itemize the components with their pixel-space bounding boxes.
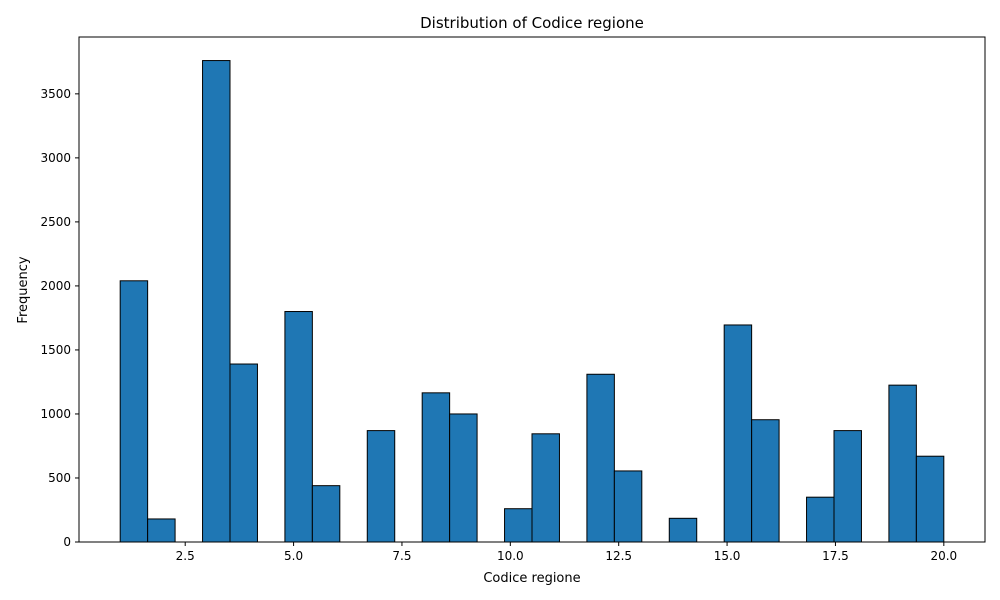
x-tick-label: 10.0 (497, 549, 524, 563)
histogram-bar (613, 470, 643, 543)
histogram-bar (202, 60, 231, 543)
histogram-bar (229, 363, 258, 543)
histogram-bar (531, 433, 560, 543)
y-tick-label: 2000 (40, 279, 71, 293)
x-tick-label: 20.0 (930, 549, 957, 563)
bars-group (119, 60, 945, 543)
histogram-bar (366, 430, 396, 543)
histogram-bar (586, 373, 615, 543)
histogram-bar (751, 419, 780, 543)
y-tick-label: 3500 (40, 87, 71, 101)
y-tick-label: 500 (48, 471, 71, 485)
y-tick-label: 1000 (40, 407, 71, 421)
y-tick-label: 1500 (40, 343, 71, 357)
x-tick-label: 15.0 (714, 549, 741, 563)
y-axis-label: Frequency (16, 256, 31, 323)
histogram-bar (284, 311, 313, 543)
x-tick-label: 7.5 (392, 549, 411, 563)
histogram-bar (888, 384, 917, 543)
histogram-bar (119, 280, 149, 543)
histogram-bar (806, 496, 835, 543)
histogram-bar (449, 413, 478, 543)
x-tick-label: 2.5 (176, 549, 195, 563)
y-tick-label: 2500 (40, 215, 71, 229)
x-tick-label: 5.0 (284, 549, 303, 563)
x-tick-label: 12.5 (605, 549, 632, 563)
histogram-bar (504, 508, 533, 543)
y-tick-label: 0 (63, 535, 71, 549)
histogram-bar (311, 485, 341, 543)
x-axis-label: Codice regione (483, 571, 580, 586)
histogram-bar (421, 392, 451, 543)
plot-frame (78, 36, 986, 543)
chart-title: Distribution of Codice regione (420, 14, 644, 32)
histogram-bar (833, 430, 862, 543)
histogram-bar (723, 324, 753, 543)
x-axis: 2.5 5.0 7.5 10.0 12.5 15.0 17.5 20.0 (176, 542, 957, 563)
histogram-bar (668, 517, 698, 543)
x-tick-label: 17.5 (822, 549, 849, 563)
histogram-bar (915, 455, 945, 543)
y-axis: 0 500 1000 1500 2000 2500 3000 3500 (40, 87, 79, 549)
y-tick-label: 3000 (40, 151, 71, 165)
histogram-bar (147, 518, 176, 543)
